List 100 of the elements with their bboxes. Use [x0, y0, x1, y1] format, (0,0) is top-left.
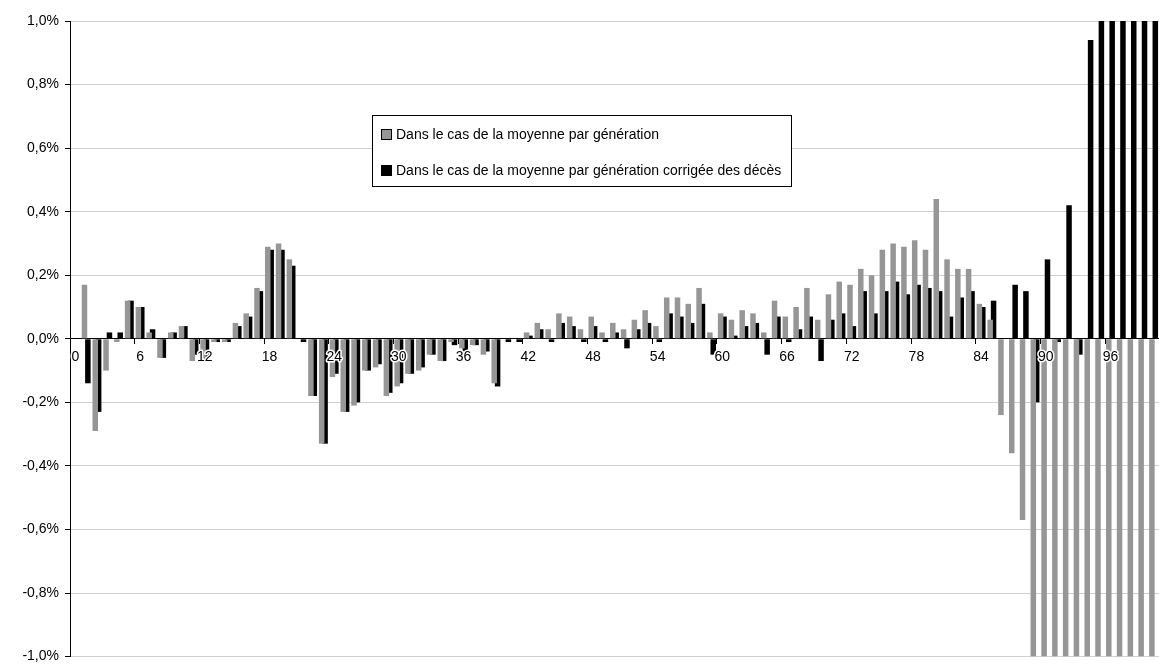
bar: [81, 284, 88, 339]
bar: [1149, 339, 1155, 657]
bar: [286, 259, 293, 339]
bar: [340, 339, 346, 412]
bar: [1030, 339, 1037, 657]
bar: [933, 198, 940, 339]
bar: [275, 243, 282, 339]
bar: [383, 339, 390, 396]
bar: [761, 332, 767, 339]
bar: [987, 319, 993, 339]
bar: [1052, 339, 1058, 657]
bar: [620, 329, 627, 339]
x-tick-label: 36: [455, 347, 472, 364]
bar: [653, 326, 659, 339]
x-tick-label: 6: [136, 347, 145, 364]
bar: [998, 339, 1004, 416]
bar: [674, 297, 681, 339]
bar: [610, 322, 616, 339]
y-tick-label: 1,0%: [27, 11, 59, 28]
bar: [911, 240, 918, 339]
bar: [415, 339, 422, 371]
bar: [469, 339, 476, 346]
bar: [372, 339, 379, 368]
x-tick-label: 96: [1102, 347, 1119, 364]
bar: [448, 339, 454, 342]
y-tick-label: 0,4%: [27, 202, 59, 219]
x-tick-label: 78: [908, 347, 925, 364]
bar: [717, 313, 724, 339]
bar: [480, 339, 487, 355]
y-tick-label: 0,8%: [27, 75, 59, 92]
bar: [944, 259, 950, 339]
bar: [847, 284, 853, 339]
bar: [599, 332, 605, 339]
bar: [114, 339, 120, 342]
bar: [750, 313, 756, 339]
bar: [1127, 339, 1134, 657]
bar: [103, 339, 109, 371]
bar: [92, 339, 99, 431]
bar: [642, 310, 648, 339]
bar: [1095, 339, 1101, 657]
bar: [901, 246, 907, 339]
bar: [890, 243, 896, 339]
bar: [146, 332, 152, 339]
bar: [858, 268, 864, 339]
bar: [308, 339, 314, 396]
bar: [739, 310, 745, 339]
bar: [221, 339, 228, 342]
y-tick-label: -0,4%: [22, 456, 59, 473]
x-tick-label: 18: [261, 347, 278, 364]
bar: [135, 307, 142, 339]
x-tick-label: 66: [779, 347, 796, 364]
bar: [696, 287, 702, 339]
x-tick-label: 0: [71, 347, 80, 364]
bar: [577, 329, 584, 339]
bar: [1138, 339, 1144, 657]
x-tick-label: 54: [649, 347, 666, 364]
x-tick-label: 84: [973, 347, 990, 364]
x-tick-label: 48: [585, 347, 601, 364]
bar: [556, 313, 562, 339]
bar: [405, 339, 411, 374]
bar: [426, 339, 433, 355]
bar: [804, 287, 810, 339]
y-tick-label: -0,2%: [22, 393, 59, 410]
bar: [836, 281, 842, 339]
y-tick-label: -0,8%: [22, 583, 59, 600]
bar: [189, 339, 196, 362]
bar: [491, 339, 497, 384]
bar: [523, 332, 530, 339]
y-tick-label: -0,6%: [22, 520, 59, 537]
bar: [1084, 339, 1090, 657]
y-tick-label: 0,6%: [27, 138, 59, 155]
bar: [588, 316, 594, 339]
x-tick-label: 72: [843, 347, 860, 364]
bar: [545, 329, 551, 339]
bar: [157, 339, 163, 358]
legend-label: Dans le cas de la moyenne par génération: [396, 126, 660, 142]
bar: [922, 249, 929, 339]
bar: [1062, 339, 1069, 657]
bar: [707, 332, 713, 339]
bar: [663, 297, 670, 339]
bar: [955, 268, 961, 339]
bar: [243, 313, 249, 339]
y-tick-label: -1,0%: [22, 647, 59, 664]
bar: [351, 339, 357, 406]
bar: [318, 339, 325, 444]
bar: [1073, 339, 1080, 657]
legend-label: Dans le cas de la moyenne par génération corrigée des décès: [396, 162, 782, 178]
bar: [178, 326, 185, 339]
y-tick-label: 0,2%: [27, 266, 59, 283]
bar: [167, 332, 174, 339]
bar: [793, 307, 799, 339]
x-tick-label: 42: [520, 347, 537, 364]
bar: [825, 294, 832, 339]
y-tick-label: 0,0%: [27, 329, 59, 346]
bar: [879, 249, 886, 339]
bar: [868, 275, 875, 339]
bar: [965, 268, 972, 339]
bar: [1008, 339, 1015, 454]
x-tick-label: 60: [714, 347, 731, 364]
bar: [254, 287, 260, 339]
